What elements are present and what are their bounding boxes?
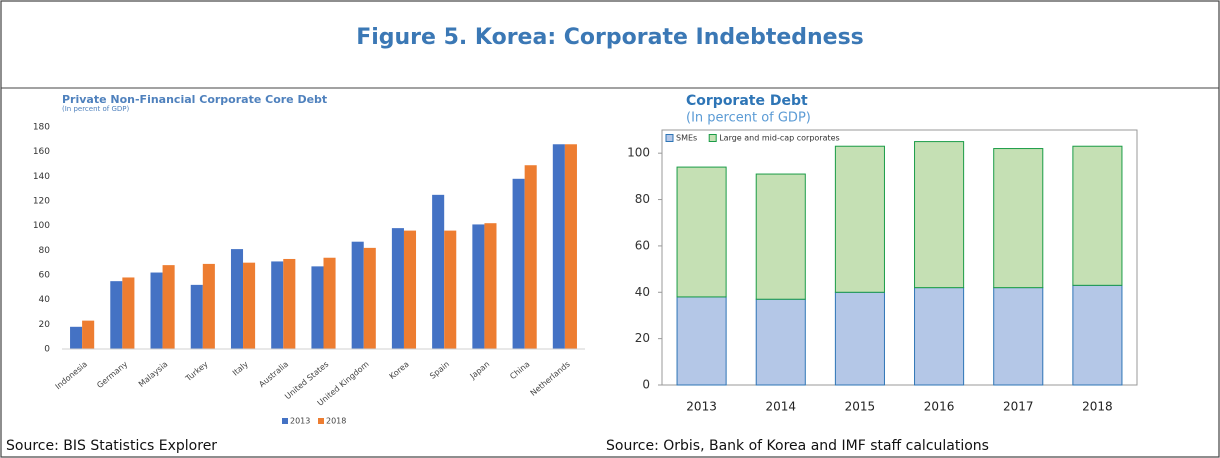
bar-segment [834,291,885,386]
chart-title: Corporate Debt [686,93,808,109]
y-tick-label: 60 [635,238,650,252]
bar [363,247,376,349]
bar-segment [993,148,1044,289]
x-tick-label: Italy [231,359,250,377]
bar [311,266,324,349]
x-tick-label: 2013 [686,400,717,414]
x-tick-label: 2015 [845,400,876,414]
y-tick-label: 60 [39,271,51,281]
bar-segment [755,298,806,386]
plot-frame [661,129,1138,386]
x-tick-label: 2014 [765,400,796,414]
x-tick-label: 2017 [1003,400,1034,414]
bar [391,228,404,349]
bar-segment [914,141,965,289]
bar [552,144,565,349]
chart-title: Private Non-Financial Corporate Core Deb… [62,93,327,106]
source: Source: Orbis, Bank of Korea and IMF sta… [606,438,989,454]
x-tick-label: 2016 [924,400,955,414]
legend-swatch [318,418,324,424]
legend-swatch [665,134,674,142]
bar-segment [755,173,806,300]
y-tick-label: 80 [635,192,650,206]
legend-swatch [708,134,717,142]
bar [283,258,296,349]
bar [323,257,336,349]
legend-label: Large and mid-cap corporates [719,134,840,143]
y-tick-label: 40 [39,295,51,305]
x-tick-label: China [508,359,531,381]
bar [432,194,445,349]
legend-label: 2018 [326,417,346,426]
bar [444,230,457,349]
chart-subtitle: (In percent of GDP) [686,111,811,126]
legend-swatch [282,418,288,424]
y-tick-label: 20 [39,320,51,330]
bar [162,265,175,349]
bar [472,224,485,349]
figure-title: Figure 5. Korea: Corporate Indebtedness [356,25,864,50]
y-tick-label: 80 [39,246,51,256]
x-tick-label: 2018 [1082,400,1113,414]
bar [484,223,497,349]
x-tick-label: Korea [388,359,411,381]
bar [243,262,256,349]
x-tick-label: Australia [257,359,290,389]
bar [190,284,203,349]
x-tick-label: Malaysia [137,359,170,388]
y-tick-label: 100 [33,221,50,231]
bar [110,281,123,349]
y-tick-label: 0 [44,345,50,355]
bar-segment [1072,145,1123,286]
bar [122,277,135,349]
bar-segment [1072,284,1123,386]
x-tick-label: Germany [95,359,129,390]
legend-label: 2013 [290,417,310,426]
bar [70,326,83,349]
bar-segment [914,287,965,386]
y-tick-label: 100 [627,146,650,160]
y-tick-label: 40 [635,285,650,299]
x-tick-label: Indonesia [54,359,89,391]
bar [271,261,284,349]
bar [230,249,244,349]
x-tick-label: Japan [468,360,492,382]
bar-segment [676,296,727,386]
y-tick-label: 20 [635,331,650,345]
y-tick-label: 140 [33,172,50,182]
bar [512,178,525,349]
bar [524,165,537,349]
bar-segment [993,287,1044,386]
y-tick-label: 180 [33,123,50,133]
bar [403,230,417,349]
bar-segment [834,145,885,293]
source: Source: BIS Statistics Explorer [6,438,217,454]
bar [150,272,163,349]
bar [351,241,364,349]
bar [564,144,577,349]
y-tick-label: 160 [33,147,50,157]
bar [202,263,215,349]
x-tick-label: Turkey [183,359,210,383]
legend-label: SMEs [676,134,697,143]
bar-segment [676,166,727,298]
x-tick-label: Netherlands [529,360,572,398]
bar [82,320,95,349]
y-tick-label: 0 [642,378,650,392]
chart-subtitle: (In percent of GDP) [62,105,130,113]
x-tick-label: Spain [428,360,451,381]
y-tick-label: 120 [33,197,50,207]
